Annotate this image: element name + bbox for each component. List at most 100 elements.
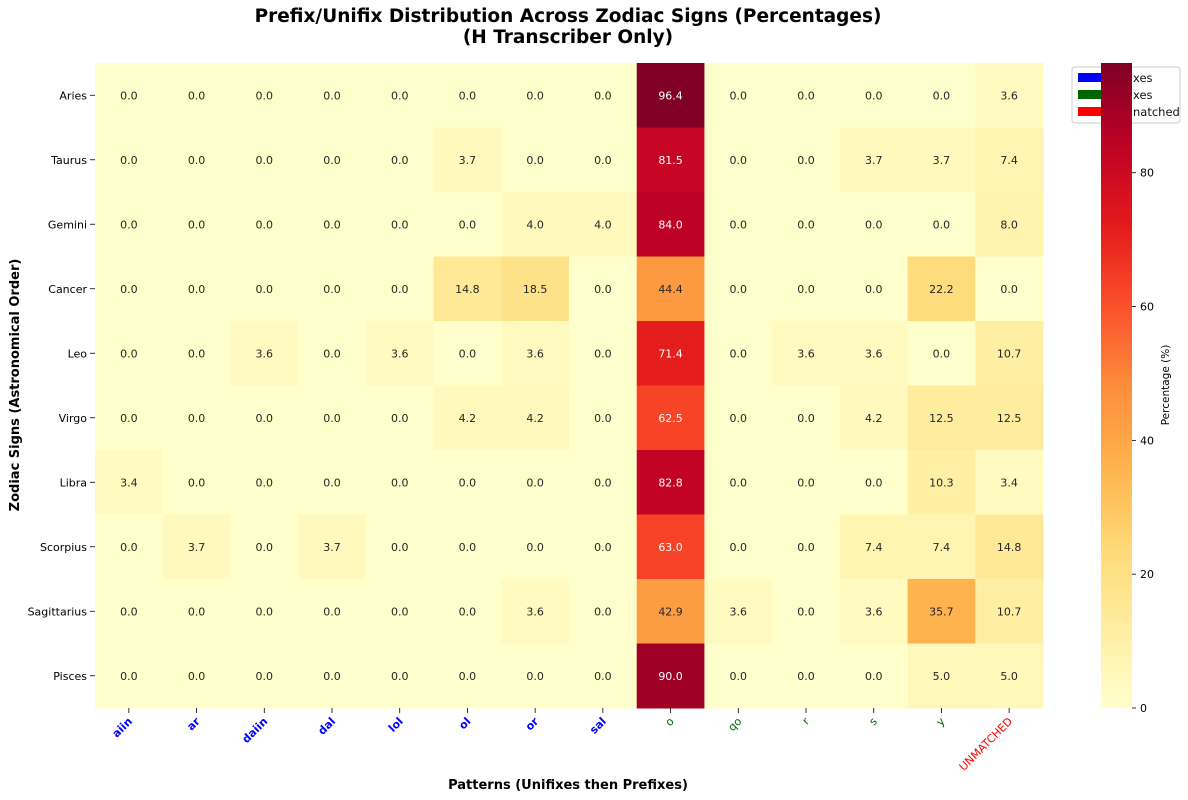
heatmap-cell (975, 256, 1044, 322)
heatmap-cell (907, 643, 976, 709)
heatmap-cell (298, 579, 367, 644)
legend-label: natched (1133, 105, 1180, 119)
cell-value-label: 0.0 (188, 605, 206, 618)
cell-value-label: 0.0 (391, 154, 409, 167)
cell-value-label: 0.0 (730, 541, 748, 554)
heatmap-cell (975, 192, 1044, 257)
heatmap-cell (365, 192, 435, 257)
heatmap-cell (704, 579, 773, 644)
cell-value-label: 12.5 (997, 412, 1022, 425)
heatmap-cell (569, 514, 638, 580)
colorbar-tick-label: 80 (1140, 167, 1154, 180)
cell-value-label: 0.0 (323, 218, 341, 231)
cell-value-label: 0.0 (459, 605, 477, 618)
heatmap-cell (95, 579, 164, 644)
y-tick-label: Cancer (48, 283, 87, 296)
cell-value-label: 0.0 (933, 347, 951, 360)
heatmap-cell (975, 127, 1044, 193)
heatmap-cell (636, 256, 705, 322)
heatmap-cell (95, 321, 164, 386)
legend-label: xes (1133, 88, 1153, 102)
cell-value-label: 0.0 (594, 670, 612, 683)
heatmap-cell (569, 192, 638, 257)
heatmap-cell (636, 192, 705, 257)
heatmap-cell (569, 385, 638, 451)
heatmap-cell (839, 514, 909, 580)
heatmap-cell (704, 192, 773, 257)
cell-value-label: 3.6 (865, 605, 883, 618)
cell-value-label: 0.0 (865, 670, 883, 683)
y-tick-label: Taurus (50, 154, 87, 167)
heatmap-cell (95, 643, 164, 709)
x-tick-label: qo (726, 715, 745, 734)
heatmap-cell (298, 385, 367, 451)
cell-value-label: 0.0 (797, 218, 815, 231)
heatmap-cell (975, 514, 1044, 580)
heatmap-cell (772, 579, 841, 644)
heatmap-cell (569, 63, 638, 128)
cell-value-label: 42.9 (658, 605, 683, 618)
heatmap-cell (95, 256, 164, 322)
y-tick-label: Sagittarius (28, 605, 88, 618)
cell-value-label: 3.4 (1000, 476, 1018, 489)
y-tick-label: Virgo (59, 412, 88, 425)
cell-value-label: 0.0 (730, 89, 748, 102)
cell-value-label: 0.0 (526, 89, 544, 102)
heatmap-cell (433, 450, 502, 515)
x-tick-label: r (800, 715, 813, 728)
heatmap-cell (230, 256, 299, 322)
heatmap-cell (704, 321, 773, 386)
x-tick-label: UNMATCHED (957, 715, 1016, 774)
heatmap-cell (772, 514, 841, 580)
cell-value-label: 0.0 (188, 283, 206, 296)
cell-value-label: 3.6 (391, 347, 409, 360)
cell-value-label: 96.4 (658, 89, 683, 102)
heatmap-cell (636, 127, 705, 193)
heatmap-cell (501, 63, 570, 128)
cell-value-label: 0.0 (256, 89, 274, 102)
heatmap-cell (839, 385, 909, 451)
heatmap-cell (907, 385, 976, 451)
cell-value-label: 0.0 (797, 541, 815, 554)
cell-value-label: 0.0 (730, 670, 748, 683)
cell-value-label: 5.0 (1000, 670, 1018, 683)
cell-value-label: 0.0 (120, 154, 138, 167)
cell-value-label: 3.7 (459, 154, 477, 167)
heatmap-cell (704, 127, 773, 193)
colorbar-tick-label: 40 (1140, 434, 1154, 447)
cell-value-label: 12.5 (929, 412, 954, 425)
heatmap-cell (772, 127, 841, 193)
heatmap-cell (162, 514, 231, 580)
cell-value-label: 0.0 (865, 283, 883, 296)
cell-value-label: 8.0 (1000, 218, 1018, 231)
heatmap-cell (569, 450, 638, 515)
heatmap-cell (839, 579, 909, 644)
heatmap-cell (636, 63, 705, 128)
cell-value-label: 0.0 (188, 476, 206, 489)
legend-swatch (1078, 107, 1104, 116)
cell-value-label: 4.0 (526, 218, 544, 231)
heatmap-cell (975, 450, 1044, 515)
heatmap-cell (365, 321, 435, 386)
heatmap-cell (433, 127, 502, 193)
heatmap-cell (365, 256, 435, 322)
cell-value-label: 0.0 (730, 347, 748, 360)
heatmap-cell (772, 450, 841, 515)
legend-label: xes (1133, 71, 1153, 85)
heatmap-cell (433, 63, 502, 128)
heatmap-cell (704, 385, 773, 451)
heatmap-cell (975, 643, 1044, 709)
heatmap-cell (636, 579, 705, 644)
cell-value-label: 81.5 (658, 154, 683, 167)
heatmap-cell (907, 192, 976, 257)
heatmap-cell (433, 256, 502, 322)
heatmap-cell (569, 321, 638, 386)
cell-value-label: 0.0 (391, 605, 409, 618)
heatmap-cell (365, 450, 435, 515)
cell-value-label: 7.4 (865, 541, 883, 554)
cell-value-label: 0.0 (730, 283, 748, 296)
y-tick-label: Gemini (48, 218, 87, 231)
heatmap-cell (501, 127, 570, 193)
heatmap-cell (95, 63, 164, 128)
x-tick-label: daiin (240, 715, 271, 746)
